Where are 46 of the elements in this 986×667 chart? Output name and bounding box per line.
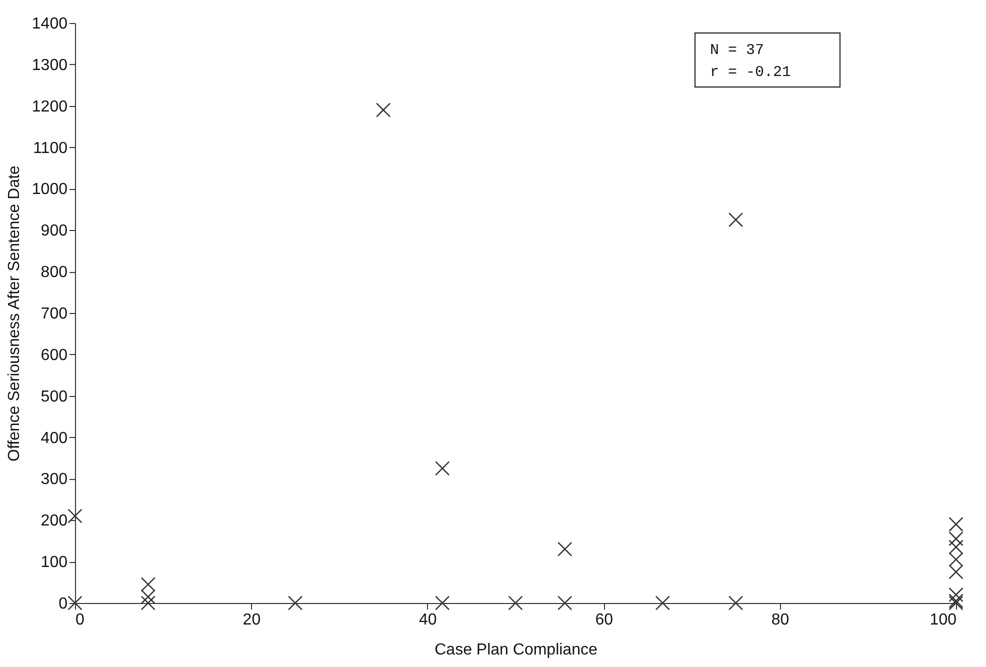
x-axis-title: Case Plan Compliance bbox=[434, 642, 598, 658]
point bbox=[948, 540, 964, 554]
point bbox=[68, 596, 82, 610]
point bbox=[435, 596, 450, 610]
point bbox=[557, 596, 572, 610]
point bbox=[140, 596, 156, 610]
y-tick-label: 500 bbox=[40, 388, 68, 406]
x-tick-label: 20 bbox=[242, 612, 261, 628]
point bbox=[728, 596, 744, 610]
x-tick-label: 40 bbox=[419, 612, 437, 628]
point bbox=[68, 508, 82, 524]
x-tick-label: 100 bbox=[930, 612, 957, 628]
x-tick-label: 80 bbox=[771, 612, 790, 628]
point bbox=[140, 589, 156, 604]
y-tick-label: 100 bbox=[40, 554, 68, 572]
y-tick-label: 700 bbox=[40, 306, 68, 322]
point bbox=[508, 596, 523, 610]
point bbox=[728, 212, 744, 228]
y-tick-label: 800 bbox=[40, 264, 68, 282]
point bbox=[655, 596, 670, 610]
x-tick-label: 0 bbox=[76, 612, 84, 628]
y-tick-label: 200 bbox=[40, 512, 68, 530]
y-tick-label: 300 bbox=[40, 471, 68, 488]
point bbox=[948, 552, 964, 567]
y-tick-label: 1200 bbox=[32, 98, 68, 116]
y-tick-label: 1000 bbox=[32, 181, 68, 198]
x-tick-label: 60 bbox=[595, 612, 614, 628]
point bbox=[288, 596, 303, 610]
point bbox=[435, 461, 450, 476]
point bbox=[557, 542, 572, 556]
annotation: N = 37 bbox=[710, 42, 764, 59]
y-axis-title: Offence Seriousness After Sentence Date bbox=[6, 165, 23, 462]
y-tick-label: 0 bbox=[58, 596, 68, 612]
y-tick-label: 1100 bbox=[33, 140, 68, 157]
point bbox=[948, 516, 964, 532]
point bbox=[948, 587, 964, 602]
point bbox=[948, 564, 964, 580]
y-tick-label: 1400 bbox=[32, 16, 68, 32]
y-tick-label: 600 bbox=[40, 346, 68, 364]
y-tick-label: 1300 bbox=[32, 56, 68, 74]
annotation: r = -0.21 bbox=[710, 64, 792, 81]
y-tick-label: 900 bbox=[40, 222, 68, 240]
y-tick-label: 400 bbox=[40, 430, 68, 447]
point bbox=[140, 577, 156, 592]
point bbox=[376, 102, 391, 118]
point bbox=[948, 531, 964, 546]
